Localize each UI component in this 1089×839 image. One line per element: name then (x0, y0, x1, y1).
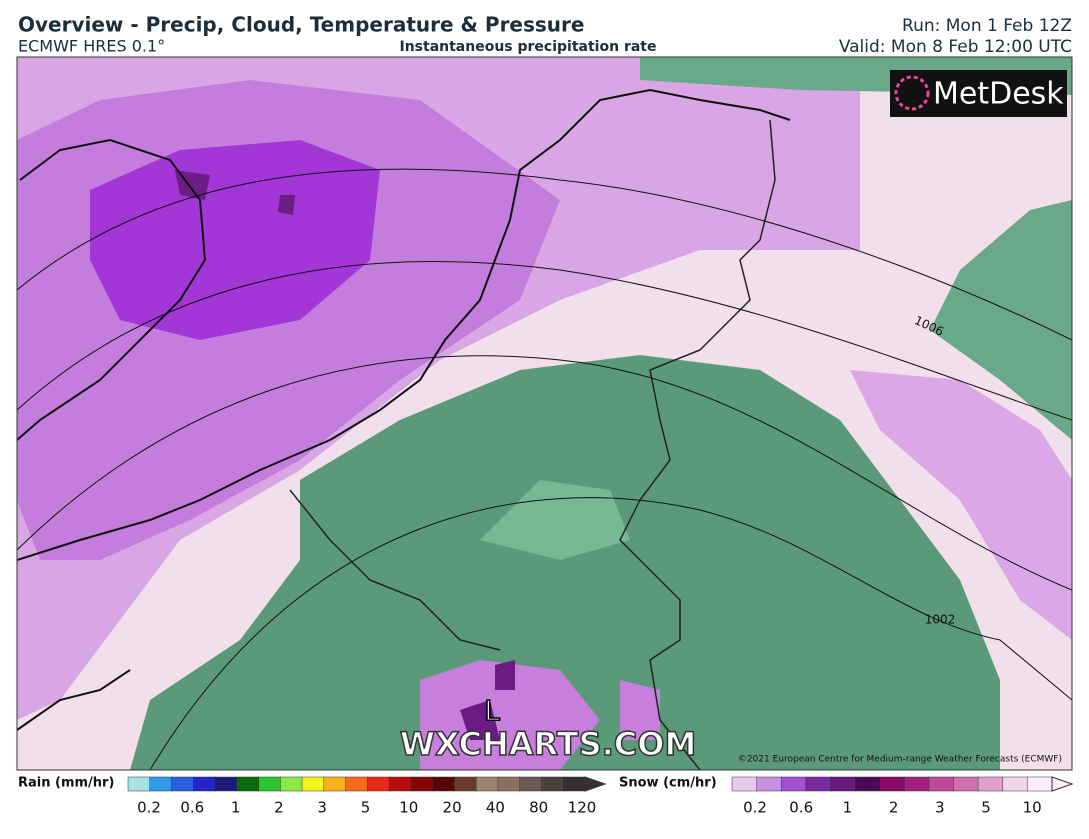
snow-swatch (904, 776, 930, 792)
model: ECMWF HRES 0.1° (18, 37, 165, 56)
rain-swatch (562, 776, 586, 792)
credit: ©2021 European Centre for Medium-range W… (738, 755, 1062, 765)
rain-swatch (214, 776, 238, 792)
snow-label: 1 (843, 799, 853, 817)
precip-heavy (90, 140, 380, 340)
rain-legend-title: Rain (mm/hr) (18, 776, 114, 791)
snow-label: 0.2 (743, 799, 767, 817)
snow-legend-title: Snow (cm/hr) (619, 776, 717, 791)
map: 1006 1002 L MetDesk WXCHARTS.COM ©2021 E… (17, 57, 1072, 770)
cloud-light (480, 480, 630, 560)
snow-arrow (1051, 776, 1074, 792)
rain-swatch (149, 776, 173, 792)
rain-swatch (432, 776, 456, 792)
rain-label: 3 (317, 799, 327, 817)
snow-swatch (977, 776, 1004, 792)
precip-core (175, 170, 295, 215)
rain-label: 10 (399, 799, 418, 817)
valid: Valid: Mon 8 Feb 12:00 UTC (839, 37, 1072, 57)
snow-label: 10 (1023, 799, 1042, 817)
legend: 0.2 0.6 1 2 3 5 10 20 40 80 120 0.2 0.6 1 2 3 5 10 (127, 776, 1074, 817)
rain-swatch (367, 776, 390, 792)
rain-swatch (345, 776, 369, 792)
snow-label: 2 (889, 799, 899, 817)
rain-swatch (519, 776, 543, 792)
coastline (17, 88, 791, 731)
rain-swatch (171, 776, 195, 792)
rain-label: 20 (443, 799, 462, 817)
snow-label: 3 (935, 799, 945, 817)
snow-swatch (830, 776, 856, 792)
subtitle: Instantaneous precipitation rate (400, 39, 657, 55)
map-frame (16, 56, 1073, 771)
rain-label: 0.2 (137, 799, 161, 817)
run: Run: Mon 1 Feb 12Z (902, 16, 1072, 36)
logo-box (890, 70, 1067, 117)
border (289, 119, 776, 770)
snow-swatch (731, 776, 758, 792)
rain-label: 40 (486, 799, 505, 817)
watermark: WXCHARTS.COM (400, 725, 697, 763)
rain-swatch (280, 776, 303, 792)
precip-south-core (460, 660, 515, 740)
snow-swatch (879, 776, 906, 792)
low-marker: L (484, 694, 500, 727)
rain-swatch (388, 776, 412, 792)
rain-swatch (236, 776, 260, 792)
rain-arrow (584, 776, 607, 792)
logo-text: MetDesk (933, 77, 1064, 112)
snow-label: 5 (981, 799, 991, 817)
logo-icon (894, 75, 930, 111)
cloud-green (130, 355, 1000, 770)
rain-label: 1 (231, 799, 241, 817)
rain-label: 5 (361, 799, 371, 817)
rain-swatch (301, 776, 325, 792)
rain-swatch (323, 776, 347, 792)
rain-swatch (454, 776, 477, 792)
rain-swatch (475, 776, 499, 792)
rain-swatch (541, 776, 564, 792)
rain-label: 2 (274, 799, 284, 817)
snow-swatch (928, 776, 955, 792)
rain-swatch (258, 776, 282, 792)
rain-label: 120 (568, 799, 597, 817)
isobar-label: 1002 (925, 613, 956, 627)
precip-east (850, 370, 1072, 640)
snow-swatch (854, 776, 881, 792)
snow-swatch (1027, 776, 1053, 792)
snow-label: 0.6 (789, 799, 813, 817)
snow-swatch (780, 776, 807, 792)
cloud-green-north (640, 57, 1072, 440)
precip-south (420, 660, 660, 770)
isobars (17, 168, 1072, 770)
rain-label: 0.6 (180, 799, 204, 817)
title: Overview - Precip, Cloud, Temperature & … (18, 13, 584, 37)
snow-swatch (953, 776, 979, 792)
rain-swatch (127, 776, 151, 792)
rain-swatch (193, 776, 216, 792)
rain-swatch (497, 776, 521, 792)
snow-swatch (1002, 776, 1029, 792)
rain-label: 80 (529, 799, 548, 817)
rain-swatch (410, 776, 434, 792)
snow-swatch (805, 776, 832, 792)
snow-swatch (756, 776, 782, 792)
